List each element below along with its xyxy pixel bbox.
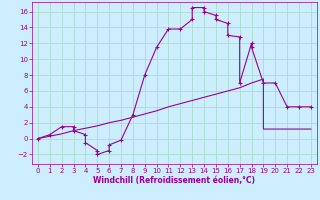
X-axis label: Windchill (Refroidissement éolien,°C): Windchill (Refroidissement éolien,°C) bbox=[93, 176, 255, 185]
